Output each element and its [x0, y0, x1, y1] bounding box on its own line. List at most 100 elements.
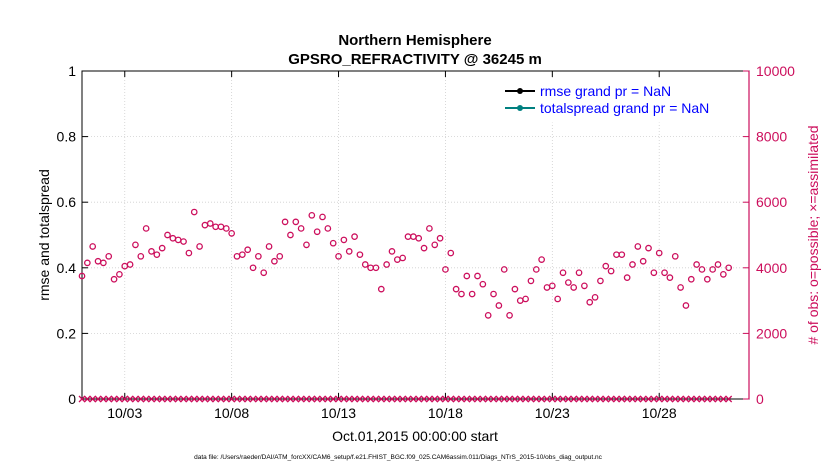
obs-assimilated-point: [409, 395, 417, 403]
obs-assimilated-point: [228, 395, 236, 403]
obs-assimilated-point: [260, 395, 268, 403]
obs-possible-point: [78, 272, 86, 280]
obs-assimilated-point: [575, 395, 583, 403]
obs-assimilated-point: [303, 395, 310, 403]
obs-assimilated-point: [607, 395, 615, 403]
obs-assimilated-point: [153, 395, 161, 403]
obs-assimilated-point: [420, 395, 428, 403]
obs-possible-point: [506, 312, 513, 319]
obs-assimilated-point: [83, 395, 91, 403]
obs-assimilated-point: [190, 395, 198, 403]
obs-possible-point: [442, 266, 449, 273]
obs-possible-point: [83, 259, 91, 267]
obs-possible-point: [554, 295, 562, 303]
obs-assimilated-point: [94, 395, 102, 403]
obs-possible-point: [238, 251, 246, 259]
obs-possible-point: [399, 254, 407, 262]
obs-possible-point: [687, 275, 695, 283]
obs-possible-point: [335, 252, 342, 260]
obs-assimilated-point: [677, 395, 685, 403]
obs-possible-point: [479, 280, 487, 288]
obs-assimilated-point: [351, 395, 359, 403]
obs-assimilated-point: [137, 395, 145, 403]
obs-possible-point: [303, 241, 310, 249]
obs-assimilated-point: [458, 395, 465, 403]
obs-possible-point: [94, 257, 102, 265]
obs-assimilated-point: [105, 395, 113, 403]
obs-possible-point: [158, 244, 166, 252]
obs-assimilated-point: [548, 395, 556, 403]
obs-possible-point: [105, 252, 113, 260]
obs-assimilated-point: [618, 395, 626, 403]
obs-assimilated-point: [196, 395, 204, 403]
obs-assimilated-point: [623, 395, 631, 403]
obs-possible-point: [308, 211, 316, 219]
obs-assimilated-point: [591, 395, 599, 403]
left-y-axis: 0 0.2 0.4 0.6 0.8 1: [57, 63, 88, 407]
obs-assimilated-point: [254, 395, 262, 403]
obs-possible-point: [431, 241, 439, 249]
data-marks: [78, 208, 733, 403]
obs-assimilated-point: [399, 395, 407, 403]
obs-assimilated-point: [612, 395, 620, 403]
obs-possible-point: [153, 251, 161, 259]
obs-assimilated-point: [201, 395, 209, 403]
x-tick-label: 10/28: [642, 405, 677, 421]
obs-assimilated-point: [297, 395, 305, 403]
obs-possible-point: [297, 225, 305, 232]
left-y-tick-label: 1: [68, 63, 76, 79]
obs-assimilated-point: [532, 395, 540, 403]
obs-assimilated-point: [99, 395, 107, 403]
obs-assimilated-point: [661, 395, 669, 403]
obs-assimilated-point: [404, 395, 412, 403]
obs-possible-point: [527, 277, 535, 285]
obs-assimilated-point: [131, 395, 139, 403]
legend-rmse-label: rmse grand pr = NaN: [540, 83, 671, 99]
obs-possible-point: [570, 284, 578, 291]
obs-assimilated-point: [463, 395, 471, 403]
obs-possible-point: [356, 251, 364, 259]
right-axis-label: # of obs: o=possible; ×=assimilated: [805, 125, 821, 344]
obs-assimilated-point: [639, 395, 647, 403]
obs-assimilated-point: [148, 395, 155, 403]
obs-assimilated-point: [452, 395, 460, 403]
obs-possible-point: [629, 261, 636, 268]
obs-assimilated-point: [693, 395, 701, 403]
obs-assimilated-point: [425, 395, 433, 403]
obs-assimilated-point: [319, 395, 326, 403]
obs-assimilated-point: [356, 395, 364, 403]
obs-possible-point: [201, 221, 209, 229]
obs-assimilated-point: [431, 395, 439, 403]
obs-assimilated-point: [596, 395, 604, 403]
obs-possible-point: [650, 269, 658, 277]
obs-possible-point: [490, 290, 497, 298]
obs-assimilated-point: [474, 395, 481, 403]
obs-assimilated-point: [719, 395, 727, 403]
obs-possible-point: [206, 220, 214, 227]
obs-possible-point: [276, 252, 284, 260]
obs-assimilated-point: [142, 395, 150, 403]
obs-possible-point: [196, 243, 203, 250]
obs-possible-point: [116, 271, 123, 278]
obs-possible-point: [719, 271, 727, 278]
obs-possible-point: [474, 272, 481, 280]
obs-assimilated-point: [634, 395, 642, 403]
obs-assimilated-point: [554, 395, 562, 403]
obs-assimilated-point: [709, 395, 717, 403]
obs-possible-point: [100, 259, 107, 267]
obs-possible-point: [329, 239, 337, 247]
obs-assimilated-point: [329, 395, 337, 403]
obs-assimilated-point: [580, 395, 588, 403]
obs-possible-point: [340, 236, 348, 244]
obs-possible-point: [244, 246, 252, 254]
obs-assimilated-point: [78, 395, 86, 403]
obs-possible-point: [148, 248, 155, 255]
obs-possible-point: [613, 251, 620, 259]
obs-possible-point: [543, 284, 551, 291]
obs-possible-point: [565, 279, 572, 286]
obs-assimilated-point: [361, 395, 369, 403]
obs-possible-point: [132, 241, 139, 249]
obs-assimilated-point: [543, 395, 551, 403]
obs-possible-point: [538, 256, 545, 263]
obs-assimilated-point: [164, 395, 171, 403]
